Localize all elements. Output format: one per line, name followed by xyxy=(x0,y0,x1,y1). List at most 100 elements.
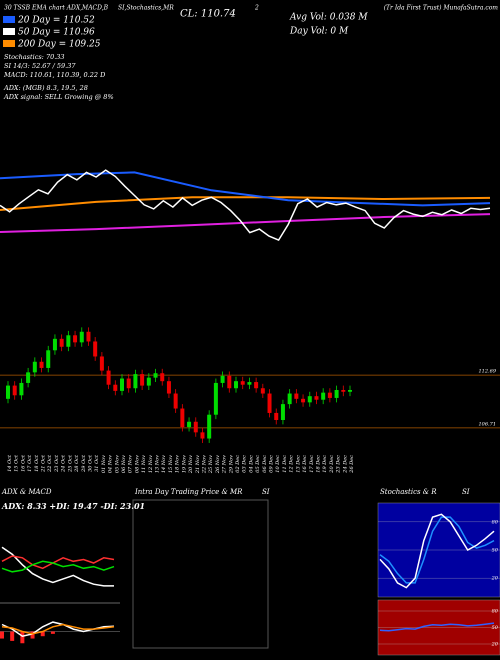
x-tick-label: 05 Dec xyxy=(255,455,261,473)
legend-swatch xyxy=(3,40,15,47)
y-tick-label: 20 xyxy=(491,642,499,648)
candle-body xyxy=(274,412,279,420)
x-tick-label: 20 Nov xyxy=(188,455,194,474)
x-tick-label: 22 Oct xyxy=(47,454,53,473)
candle-body xyxy=(180,408,185,428)
candle-body xyxy=(227,375,232,389)
candle-body xyxy=(287,393,292,405)
line-series xyxy=(0,171,491,207)
x-tick-label: 26 Nov xyxy=(215,455,221,474)
indicator-note: MACD: 110.61, 110.39, 0.22 D xyxy=(3,71,106,79)
line-series xyxy=(0,196,491,211)
panel-subtitle: ADX: 8.33 +DI: 19.47 -DI: 23.01 xyxy=(1,501,145,511)
legend-text: 200 Day = 109.25 xyxy=(17,40,101,50)
candle-body xyxy=(247,382,252,385)
panel-title: Stochastics & R xyxy=(380,488,437,496)
intraday-si: SI xyxy=(262,488,270,496)
y-tick-label: 50 xyxy=(492,625,499,631)
candle-body xyxy=(327,392,332,398)
candle-body xyxy=(348,390,352,392)
avg-vol: Avg Vol: 0.038 M xyxy=(289,13,368,23)
candle-body xyxy=(12,385,17,396)
x-tick-label: 12 Dec xyxy=(289,455,295,473)
x-tick-label: 15 Oct xyxy=(14,454,20,472)
histogram-bar xyxy=(30,631,35,639)
x-tick-label: 22 Nov xyxy=(201,455,207,474)
x-tick-label: 06 Nov xyxy=(121,455,127,473)
x-tick-label: 05 Nov xyxy=(114,455,120,473)
candle-body xyxy=(240,381,245,385)
x-tick-label: 09 Dec xyxy=(269,455,275,473)
candle-body xyxy=(140,374,145,386)
x-tick-label: 03 Dec xyxy=(242,455,248,473)
x-tick-label: 16 Dec xyxy=(302,455,308,473)
candle-body xyxy=(260,388,265,394)
header-text: SI,Stochastics,MR xyxy=(118,5,174,12)
histogram-bar xyxy=(20,631,25,644)
candle-body xyxy=(166,381,171,394)
x-tick-label: 02 Dec xyxy=(235,455,241,473)
intraday-title: Intra Day Trading Price & MR xyxy=(134,488,243,496)
x-tick-label: 19 Nov xyxy=(181,455,187,473)
candle-body xyxy=(307,396,312,403)
candle-body xyxy=(106,370,111,385)
candle-body xyxy=(200,432,205,439)
candle-body xyxy=(334,390,339,398)
candle-body xyxy=(193,421,198,433)
x-tick-label: 21 Oct xyxy=(41,454,47,473)
x-tick-label: 31 Oct xyxy=(94,454,100,472)
header-text: 2 xyxy=(254,5,259,12)
candle-body xyxy=(314,396,319,400)
legend-swatch xyxy=(3,16,15,23)
y-tick-label: 106.71 xyxy=(479,421,497,427)
line-series xyxy=(1,623,115,635)
line-series xyxy=(1,560,115,573)
y-tick-label: 80 xyxy=(492,519,499,525)
x-tick-label: 18 Nov xyxy=(175,455,181,473)
x-tick-label: 13 Dec xyxy=(295,455,301,473)
histogram-bar xyxy=(0,631,4,639)
candle-body xyxy=(267,393,272,413)
x-tick-label: 24 Dec xyxy=(342,455,348,474)
x-tick-label: 30 Oct xyxy=(87,454,93,472)
x-tick-label: 17 Oct xyxy=(27,454,33,472)
line-series xyxy=(379,516,495,584)
panel-title: ADX & MACD xyxy=(1,488,52,496)
candle-body xyxy=(160,373,165,382)
candle-body xyxy=(59,338,64,347)
intraday-panel xyxy=(132,499,269,649)
candle-body xyxy=(321,392,326,400)
candle-body xyxy=(39,361,44,368)
candle-body xyxy=(153,373,158,378)
candle-body xyxy=(6,385,10,399)
line-series xyxy=(0,213,491,233)
x-tick-label: 18 Dec xyxy=(315,455,321,473)
candle-body xyxy=(280,404,285,420)
x-tick-label: 26 Dec xyxy=(349,455,355,474)
x-tick-label: 14 Oct xyxy=(7,454,13,472)
indicator-note: Stochastics: 70.33 xyxy=(4,53,65,61)
x-tick-label: 14 Nov xyxy=(161,455,167,473)
candle-body xyxy=(99,356,104,371)
candle-body xyxy=(173,393,178,409)
x-tick-label: 04 Nov xyxy=(108,455,114,473)
line-series xyxy=(0,169,491,242)
x-tick-label: 23 Dec xyxy=(336,455,342,474)
histogram-bar xyxy=(40,631,45,637)
candle-body xyxy=(86,331,91,342)
x-tick-label: 11 Dec xyxy=(282,455,288,473)
candle-body xyxy=(126,378,131,389)
line-series xyxy=(1,555,115,570)
candle-body xyxy=(120,378,124,391)
candle-body xyxy=(26,372,31,383)
histogram-bar xyxy=(50,631,55,634)
indicator-note: ADX: (MGB) 8.3, 19.5, 28 xyxy=(3,84,88,92)
x-tick-label: 28 Oct xyxy=(74,454,80,473)
y-tick-label: 20 xyxy=(491,576,499,582)
candle-body xyxy=(207,414,212,439)
x-tick-label: 01 Nov xyxy=(101,455,107,473)
candle-body xyxy=(93,341,98,357)
y-tick-label: 80 xyxy=(492,609,499,615)
x-tick-label: 25 Oct xyxy=(67,454,73,473)
